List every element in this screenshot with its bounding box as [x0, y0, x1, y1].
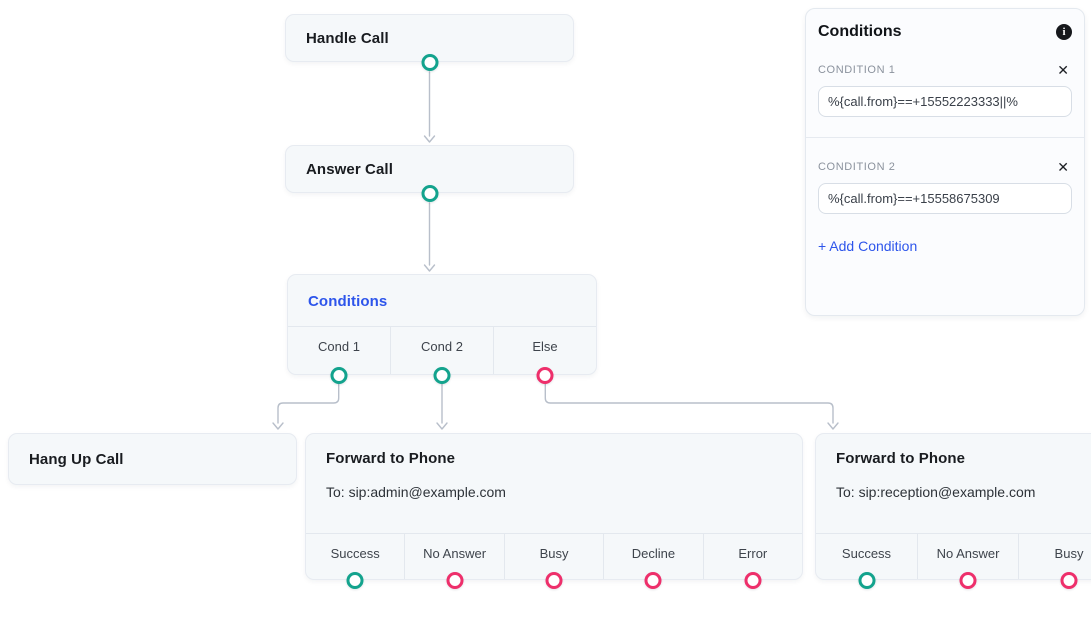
node-handle-call[interactable]: Handle Call [285, 14, 574, 71]
port-cond-1[interactable] [330, 367, 348, 384]
node-title: Hang Up Call [29, 450, 124, 468]
outputs-row: Success No Answer Busy Decline Error [306, 533, 802, 589]
node-title: Forward to Phone [836, 450, 966, 467]
node-destination: To: sip:admin@example.com [326, 484, 506, 500]
node-destination: To: sip:reception@example.com [836, 484, 1036, 500]
port-no-answer[interactable] [446, 572, 464, 589]
node-conditions[interactable]: Conditions Cond 1 Cond 2 Else [287, 274, 597, 384]
port-busy[interactable] [1060, 572, 1078, 589]
info-icon[interactable]: i [1056, 24, 1072, 40]
node-forward-to-phone-reception[interactable]: Forward to Phone To: sip:reception@examp… [815, 433, 1091, 589]
condition-1-label: CONDITION 1 [818, 64, 896, 76]
port-cond-2[interactable] [433, 367, 451, 384]
output-port[interactable] [421, 185, 438, 202]
node-title: Handle Call [306, 29, 389, 47]
output-error: Error [702, 534, 802, 589]
node-forward-to-phone-admin[interactable]: Forward to Phone To: sip:admin@example.c… [305, 433, 803, 589]
output-else: Else [493, 327, 596, 384]
condition-block-1: CONDITION 1 ✕ [818, 63, 1072, 117]
output-port[interactable] [421, 54, 438, 71]
condition-1-input[interactable] [818, 86, 1072, 117]
port-else[interactable] [536, 367, 554, 384]
outputs-row: Cond 1 Cond 2 Else [288, 326, 596, 384]
output-decline: Decline [603, 534, 702, 589]
panel-divider [806, 137, 1084, 138]
node-hang-up-call[interactable]: Hang Up Call [8, 433, 297, 485]
node-title: Forward to Phone [326, 450, 456, 467]
condition-2-input[interactable] [818, 183, 1072, 214]
port-no-answer[interactable] [959, 572, 977, 589]
node-answer-call[interactable]: Answer Call [285, 145, 574, 202]
node-title: Conditions [308, 293, 388, 310]
output-cond-1: Cond 1 [288, 327, 390, 384]
port-busy[interactable] [545, 572, 563, 589]
port-decline[interactable] [644, 572, 662, 589]
close-icon[interactable]: ✕ [1057, 62, 1069, 78]
output-busy: Busy [503, 534, 603, 589]
conditions-config-panel: Conditions i CONDITION 1 ✕ CONDITION 2 ✕… [805, 8, 1085, 316]
panel-title: Conditions [818, 23, 902, 40]
node-title: Answer Call [306, 160, 393, 178]
condition-block-2: CONDITION 2 ✕ [818, 160, 1072, 214]
output-busy: Busy [1018, 534, 1091, 589]
port-error[interactable] [744, 572, 762, 589]
port-success[interactable] [346, 572, 364, 589]
add-condition-link[interactable]: + Add Condition [818, 238, 918, 254]
output-success: Success [306, 534, 404, 589]
output-cond-2: Cond 2 [390, 327, 493, 384]
port-success[interactable] [858, 572, 875, 589]
output-success: Success [816, 534, 917, 589]
outputs-row: Success No Answer Busy [816, 533, 1091, 589]
output-no-answer: No Answer [917, 534, 1018, 589]
output-no-answer: No Answer [404, 534, 503, 589]
close-icon[interactable]: ✕ [1057, 159, 1069, 175]
condition-2-label: CONDITION 2 [818, 161, 896, 173]
